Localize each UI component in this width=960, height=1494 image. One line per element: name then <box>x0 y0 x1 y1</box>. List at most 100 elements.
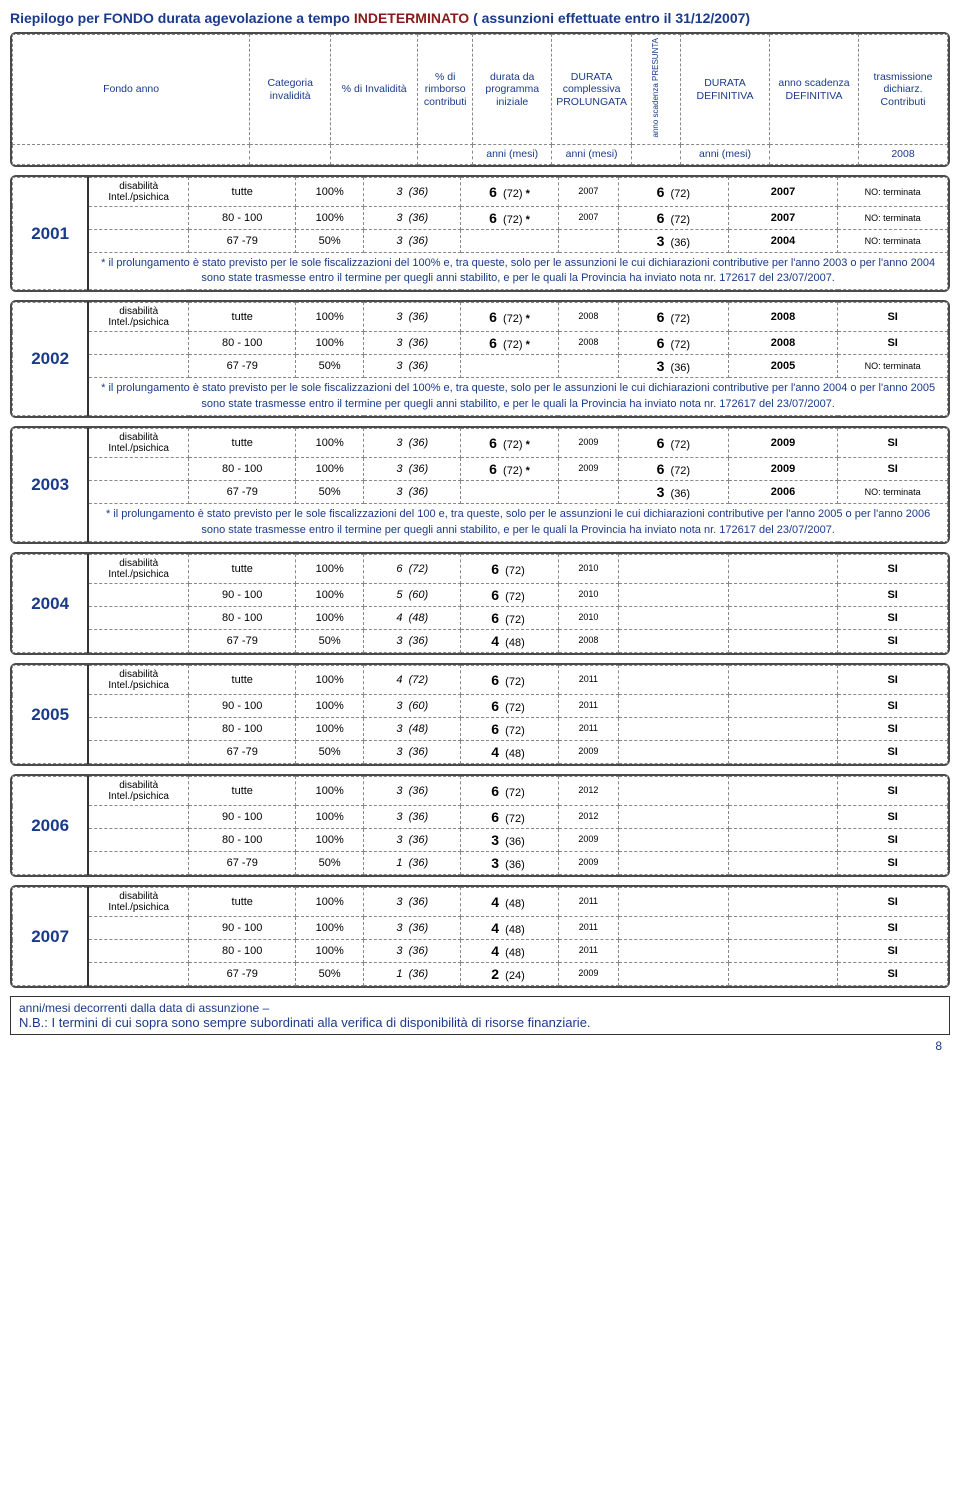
table-row: 67 -7950%3 (36)4 (48) 2009SI <box>13 741 948 764</box>
year-table: 2001disabilità Intel./psichicatutte100%3… <box>12 177 948 291</box>
durata-iniziale: 3 (36) <box>364 206 461 229</box>
year-table: 2006disabilità Intel./psichicatutte100%3… <box>12 776 948 875</box>
durata-iniziale: 3 (36) <box>364 303 461 332</box>
trasmissione: SI <box>838 332 948 355</box>
table-row: 67 -7950%3 (36)3 (36)2006NO: terminata <box>13 481 948 504</box>
invalidita: 90 - 100 <box>189 584 296 607</box>
trasmissione: SI <box>838 917 948 940</box>
year-table: 2003disabilità Intel./psichicatutte100%3… <box>12 428 948 542</box>
col-invalidita: % di Invalidità <box>331 35 418 145</box>
invalidita: tutte <box>189 303 296 332</box>
durata-prolungata: 2 (24) <box>461 963 558 986</box>
presunta: 2010 <box>558 607 618 630</box>
scadenza <box>728 555 838 584</box>
presunta: 2011 <box>558 718 618 741</box>
presunta: 2007 <box>558 177 618 206</box>
invalidita: tutte <box>189 555 296 584</box>
durata-definitiva: 3 (36) <box>619 355 729 378</box>
durata-definitiva <box>619 630 729 653</box>
trasmissione: SI <box>838 458 948 481</box>
scadenza: 2008 <box>728 332 838 355</box>
rimborso: 100% <box>296 303 364 332</box>
categoria: disabilità Intel./psichica <box>88 429 188 458</box>
scadenza <box>728 963 838 986</box>
year-table: 2005disabilità Intel./psichicatutte100%4… <box>12 665 948 764</box>
categoria: disabilità Intel./psichica <box>88 303 188 332</box>
scadenza <box>728 607 838 630</box>
trasmissione: NO: terminata <box>838 355 948 378</box>
page-title: Riepilogo per FONDO durata agevolazione … <box>10 10 950 26</box>
scadenza <box>728 806 838 829</box>
trasmissione: SI <box>838 555 948 584</box>
rimborso: 50% <box>296 229 364 252</box>
rimborso: 50% <box>296 741 364 764</box>
table-row: 2005disabilità Intel./psichicatutte100%4… <box>13 666 948 695</box>
presunta <box>558 355 618 378</box>
categoria <box>88 806 188 829</box>
presunta <box>558 229 618 252</box>
durata-iniziale: 3 (36) <box>364 829 461 852</box>
rimborso: 50% <box>296 963 364 986</box>
table-row: 90 - 100100%5 (60)6 (72) 2010SI <box>13 584 948 607</box>
table-row: 67 -7950%3 (36)3 (36)2005NO: terminata <box>13 355 948 378</box>
rimborso: 100% <box>296 777 364 806</box>
presunta: 2008 <box>558 303 618 332</box>
durata-prolungata: 6 (72) <box>461 666 558 695</box>
scadenza: 2007 <box>728 206 838 229</box>
categoria <box>88 917 188 940</box>
invalidita: 67 -79 <box>189 355 296 378</box>
scadenza: 2006 <box>728 481 838 504</box>
table-row: 80 - 100100%3 (48)6 (72) 2011SI <box>13 718 948 741</box>
invalidita: 67 -79 <box>189 630 296 653</box>
scadenza: 2005 <box>728 355 838 378</box>
rimborso: 100% <box>296 458 364 481</box>
scadenza <box>728 777 838 806</box>
col-definitiva: DURATA DEFINITIVA <box>681 35 770 145</box>
durata-prolungata <box>461 355 558 378</box>
invalidita: 80 - 100 <box>189 332 296 355</box>
durata-definitiva <box>619 963 729 986</box>
fondo-anno: 2006 <box>13 777 89 875</box>
durata-iniziale: 3 (36) <box>364 777 461 806</box>
trasmissione: NO: terminata <box>838 206 948 229</box>
year-block-2004: 2004disabilità Intel./psichicatutte100%6… <box>10 552 950 655</box>
scadenza: 2009 <box>728 429 838 458</box>
table-row: 80 - 100100%3 (36)3 (36) 2009SI <box>13 829 948 852</box>
scadenza <box>728 695 838 718</box>
durata-prolungata: 6 (72) <box>461 555 558 584</box>
presunta: 2011 <box>558 666 618 695</box>
invalidita: 67 -79 <box>189 963 296 986</box>
header-block: Fondo anno Categoria invalidità % di Inv… <box>10 32 950 167</box>
note-row: * il prolungamento è stato previsto per … <box>13 504 948 542</box>
presunta: 2011 <box>558 917 618 940</box>
col-rimborso: % di rimborso contributi <box>418 35 473 145</box>
durata-definitiva <box>619 555 729 584</box>
durata-iniziale: 3 (36) <box>364 355 461 378</box>
durata-iniziale: 3 (60) <box>364 695 461 718</box>
col-categoria: Categoria invalidità <box>250 35 331 145</box>
trasmissione: SI <box>838 829 948 852</box>
fondo-anno: 2002 <box>13 303 89 416</box>
durata-prolungata <box>461 229 558 252</box>
durata-iniziale: 3 (36) <box>364 940 461 963</box>
durata-prolungata: 6 (72) * <box>461 206 558 229</box>
table-row: 2007disabilità Intel./psichicatutte100%3… <box>13 888 948 917</box>
rimborso: 50% <box>296 630 364 653</box>
durata-definitiva <box>619 852 729 875</box>
col-prolungata: DURATA complessiva PROLUNGATA <box>552 35 632 145</box>
scadenza <box>728 888 838 917</box>
rimborso: 100% <box>296 332 364 355</box>
invalidita: tutte <box>189 666 296 695</box>
invalidita: 80 - 100 <box>189 206 296 229</box>
rimborso: 100% <box>296 829 364 852</box>
invalidita: 80 - 100 <box>189 940 296 963</box>
table-row: 90 - 100100%3 (60)6 (72) 2011SI <box>13 695 948 718</box>
presunta: 2009 <box>558 829 618 852</box>
rimborso: 100% <box>296 888 364 917</box>
categoria <box>88 940 188 963</box>
fondo-anno: 2003 <box>13 429 89 542</box>
trasmissione: SI <box>838 806 948 829</box>
scadenza <box>728 940 838 963</box>
invalidita: 80 - 100 <box>189 458 296 481</box>
year-table: 2002disabilità Intel./psichicatutte100%3… <box>12 302 948 416</box>
